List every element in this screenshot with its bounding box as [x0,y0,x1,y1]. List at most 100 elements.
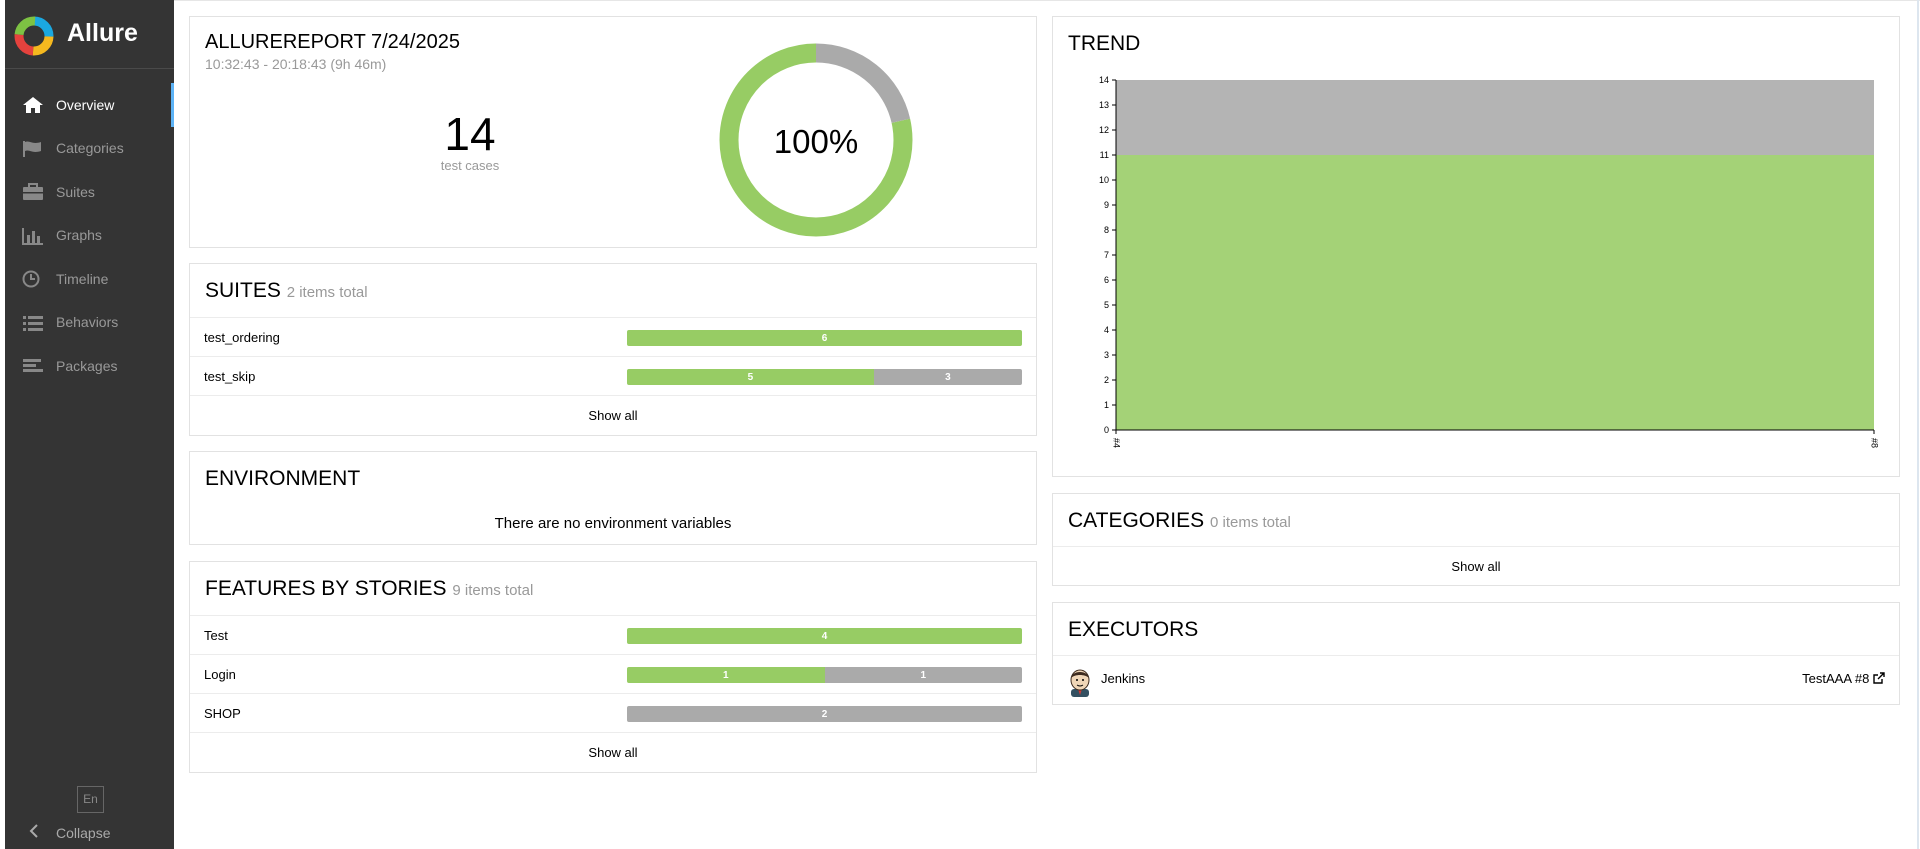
report-title: ALLUREREPORT 7/24/2025 [205,31,460,53]
donut-skipped-arc [719,43,913,237]
sidebar-item-label: Overview [56,96,115,113]
executor-build-label: TestAAA #8 [1802,671,1870,686]
brand[interactable]: Allure [5,0,174,69]
trend-widget: TREND 0 1 2 3 4 5 6 7 8 9 10 11 12 13 14 #4 #8 [1052,16,1900,477]
executors-title: EXECUTORS [1068,618,1199,641]
table-row[interactable]: Test 4 [190,615,1036,655]
trend-y-tick-label: 4 [1104,325,1109,335]
table-row[interactable]: test_ordering 6 [190,317,1036,357]
environment-widget: ENVIRONMENT There are no environment var… [189,451,1037,545]
passed-segment: 4 [627,628,1022,644]
sidebar-item-timeline[interactable]: Timeline [5,257,174,301]
sidebar-item-suites[interactable]: Suites [5,170,174,214]
sidebar: Allure Overview Categories Suites Graphs… [5,0,174,849]
success-rate-percent: 100% [774,123,858,160]
home-icon [23,97,43,113]
features-count: 9 items total [452,582,534,599]
external-link-icon [1873,672,1885,684]
features-title-text: FEATURES BY STORIES [205,577,447,600]
sidebar-item-label: Categories [56,140,124,157]
suites-count: 2 items total [286,284,368,301]
feature-name: Login [204,667,236,682]
sidebar-item-label: Timeline [56,270,109,287]
app-name: Allure [67,19,138,47]
collapse-label: Collapse [56,825,111,841]
executor-build-link[interactable]: TestAAA #8 [1802,671,1885,686]
sidebar-item-overview[interactable]: Overview [5,83,174,127]
top-border [174,0,1920,1]
list-icon [23,315,43,331]
categories-count: 0 items total [1209,514,1291,531]
trend-y-tick-label: 9 [1104,200,1109,210]
feature-name: Test [204,628,228,643]
status-bar[interactable]: 1 1 [627,667,1022,683]
suite-name: test_ordering [204,330,280,345]
features-title: FEATURES BY STORIES 9 items total [205,577,533,601]
chevron-left-icon [29,824,38,838]
trend-y-tick-label: 5 [1104,300,1109,310]
executor-name: Jenkins [1101,671,1146,686]
trend-area-series-0 [1116,155,1874,430]
align-left-icon [23,359,43,372]
test-case-count: 14 [444,108,496,160]
skipped-segment: 2 [627,706,1022,722]
features-show-all-link[interactable]: Show all [190,732,1036,772]
test-case-count-label: test cases [440,158,500,173]
sidebar-item-behaviors[interactable]: Behaviors [5,301,174,345]
passed-segment: 5 [627,369,874,385]
report-time-range: 10:32:43 - 20:18:43 (9h 46m) [205,56,387,72]
summary-widget: ALLUREREPORT 7/24/2025 10:32:43 - 20:18:… [189,16,1037,248]
executor-row[interactable]: Jenkins TestAAA #8 [1053,655,1899,706]
trend-y-tick-label: 14 [1099,75,1109,85]
trend-y-tick-label: 7 [1104,250,1109,260]
language-switcher[interactable]: En [77,786,104,813]
jenkins-icon [1070,669,1090,697]
trend-y-tick-label: 11 [1100,150,1109,160]
categories-title-text: CATEGORIES [1068,509,1205,532]
sidebar-nav: Overview Categories Suites Graphs Timeli… [5,83,174,388]
table-row[interactable]: SHOP 2 [190,693,1036,733]
scrollbar-track[interactable] [1917,0,1919,849]
trend-area-series-1 [1116,80,1874,155]
sidebar-item-label: Graphs [56,227,102,244]
trend-y-tick-label: 13 [1099,100,1109,110]
skipped-segment: 3 [873,369,1022,385]
suites-title-text: SUITES [205,279,281,302]
sidebar-item-graphs[interactable]: Graphs [5,214,174,258]
feature-name: SHOP [204,706,241,721]
table-row[interactable]: Login 1 1 [190,654,1036,694]
suites-widget: SUITES 2 items total test_ordering 6 tes… [189,263,1037,436]
collapse-button[interactable]: Collapse [5,820,174,846]
passed-segment: 1 [627,667,825,683]
suites-title: SUITES 2 items total [205,279,368,303]
trend-y-tick-label: 2 [1104,375,1109,385]
sidebar-item-packages[interactable]: Packages [5,344,174,388]
allure-logo-icon [14,16,54,56]
suite-name: test_skip [204,369,256,384]
flag-icon [23,140,41,157]
environment-title: ENVIRONMENT [205,467,361,490]
status-bar[interactable]: 5 3 [627,369,1022,385]
briefcase-icon [23,183,43,200]
trend-y-tick-label: 12 [1099,125,1109,135]
categories-show-all-link[interactable]: Show all [1053,546,1899,586]
categories-title: CATEGORIES 0 items total [1068,509,1291,533]
trend-y-tick-label: 3 [1104,350,1109,360]
categories-widget: CATEGORIES 0 items total Show all [1052,493,1900,586]
trend-x-tick-label: #4 [1112,438,1122,448]
sidebar-item-categories[interactable]: Categories [5,127,174,171]
sidebar-item-label: Packages [56,357,118,374]
status-bar[interactable]: 4 [627,628,1022,644]
table-row[interactable]: test_skip 5 3 [190,356,1036,396]
status-bar[interactable]: 2 [627,706,1022,722]
trend-y-tick-label: 8 [1104,225,1109,235]
executors-widget: EXECUTORS Jenkins TestAAA #8 [1052,602,1900,705]
status-bar[interactable]: 6 [627,330,1022,346]
sidebar-item-label: Suites [56,183,95,200]
suites-show-all-link[interactable]: Show all [190,395,1036,435]
features-widget: FEATURES BY STORIES 9 items total Test 4… [189,561,1037,773]
trend-y-tick-label: 1 [1104,400,1109,410]
clock-icon [22,270,40,288]
trend-y-tick-label: 0 [1104,425,1109,435]
